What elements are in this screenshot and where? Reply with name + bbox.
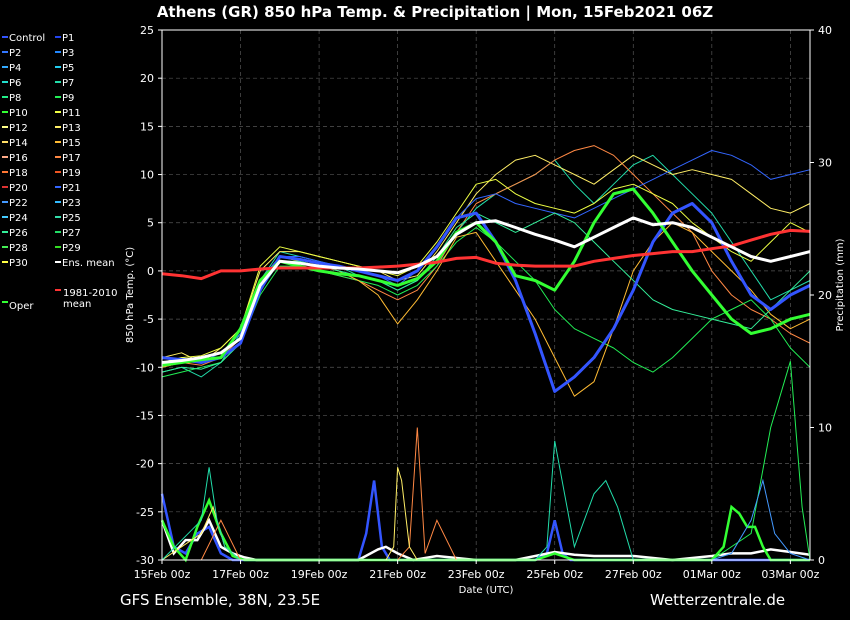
legend-label: P11 xyxy=(62,108,81,119)
legend-label: P3 xyxy=(62,48,74,59)
y2-axis-ticks: 40 30 20 10 0 xyxy=(810,24,832,567)
precip-series-line xyxy=(160,497,810,563)
legend-label: P1 xyxy=(62,33,74,44)
legend-label: P17 xyxy=(62,153,81,164)
x-tick-label: 01Mar 00z xyxy=(683,568,741,581)
y-tick-label: 20 xyxy=(140,72,154,85)
y2-tick-label: 40 xyxy=(818,24,832,37)
y2-tick-label: 30 xyxy=(818,157,832,170)
y-axis-ticks: 25 20 15 10 5 0 -5 -10 -15 -20 -25 -30 xyxy=(136,24,162,567)
y2-tick-label: 20 xyxy=(818,289,832,302)
legend-label: P22 xyxy=(9,198,28,209)
legend-label: P5 xyxy=(62,63,74,74)
legend-label: P21 xyxy=(62,183,81,194)
legend-label: P9 xyxy=(62,93,74,104)
temp-series-line xyxy=(161,154,811,363)
y-tick-label: 10 xyxy=(140,169,154,182)
legend-label: P25 xyxy=(62,213,81,224)
y-tick-label: -5 xyxy=(143,313,154,326)
legend-label: P2 xyxy=(9,48,21,59)
footer-left: GFS Ensemble, 38N, 23.5E xyxy=(120,591,320,609)
legend-label: Oper xyxy=(9,301,34,312)
precip-series-line xyxy=(162,427,810,561)
legend-label: P7 xyxy=(62,78,74,89)
legend-label: Control xyxy=(9,33,45,44)
temp-series-line xyxy=(161,154,811,378)
footer-right: Wetterzentrale.de xyxy=(650,591,785,609)
legend-label: 1981-2010 mean xyxy=(63,288,118,310)
y-tick-label: 15 xyxy=(140,120,154,133)
legend-label: P28 xyxy=(9,243,28,254)
x-tick-label: 21Feb 00z xyxy=(369,568,426,581)
legend-label: P16 xyxy=(9,153,28,164)
legend-label: P30 xyxy=(9,258,28,269)
legend-label: P6 xyxy=(9,78,21,89)
legend-label: P15 xyxy=(62,138,81,149)
legend-label: P8 xyxy=(9,93,21,104)
y-tick-label: 25 xyxy=(140,24,154,37)
x-axis-ticks: 15Feb 00z 17Feb 00z 19Feb 00z 21Feb 00z 23Fe… xyxy=(134,560,820,581)
chart-title: Athens (GR) 850 hPa Temp. & Precipitatio… xyxy=(157,3,713,22)
legend: Control P1 P2 P3 P4 P5 P6 P7 P8 P9 P10 P11 P12 P13 P14… xyxy=(2,33,118,312)
temp-series-line xyxy=(161,228,811,281)
y-tick-label: -25 xyxy=(136,506,154,519)
precip-series-line xyxy=(161,467,810,561)
y-tick-label: -10 xyxy=(136,361,154,374)
grid xyxy=(161,29,810,561)
legend-label: P29 xyxy=(62,243,81,254)
x-tick-label: 23Feb 00z xyxy=(448,568,505,581)
x-tick-label: 25Feb 00z xyxy=(526,568,583,581)
legend-label: P12 xyxy=(9,123,28,134)
y-tick-label: 5 xyxy=(147,217,154,230)
legend-label: P19 xyxy=(62,168,81,179)
legend-label: P23 xyxy=(62,198,81,209)
y-axis-label: 850 hPa Temp. (°C) xyxy=(125,247,136,343)
legend-label: P27 xyxy=(62,228,81,239)
x-tick-label: 19Feb 00z xyxy=(291,568,348,581)
legend-label: P18 xyxy=(9,168,28,179)
legend-label: P24 xyxy=(9,213,28,224)
x-axis-label: Date (UTC) xyxy=(459,585,514,596)
temp-series-line xyxy=(161,178,811,363)
legend-label: Ens. mean xyxy=(62,258,115,269)
y2-tick-label: 0 xyxy=(818,554,825,567)
legend-label: P10 xyxy=(9,108,28,119)
x-tick-label: 17Feb 00z xyxy=(212,568,269,581)
precip-series-line xyxy=(161,440,810,561)
x-tick-label: 03Mar 00z xyxy=(761,568,819,581)
y2-axis-label: Precipitation (mm) xyxy=(835,238,846,331)
temp-series-line xyxy=(161,187,811,367)
plot-area xyxy=(160,145,811,563)
legend-label: P4 xyxy=(9,63,21,74)
legend-label: P13 xyxy=(62,123,81,134)
x-tick-label: 15Feb 00z xyxy=(134,568,191,581)
y-tick-label: -30 xyxy=(136,554,154,567)
legend-label: P20 xyxy=(9,183,28,194)
y-tick-label: -20 xyxy=(136,458,154,471)
y-tick-label: -15 xyxy=(136,409,154,422)
temp-series-line xyxy=(161,216,811,364)
legend-label: P26 xyxy=(9,228,28,239)
precip-series-line xyxy=(162,478,811,561)
temp-series-line xyxy=(161,227,811,378)
y2-tick-label: 10 xyxy=(818,422,832,435)
legend-label: P14 xyxy=(9,138,28,149)
x-tick-label: 27Feb 00z xyxy=(605,568,662,581)
y-tick-label: 0 xyxy=(147,265,154,278)
